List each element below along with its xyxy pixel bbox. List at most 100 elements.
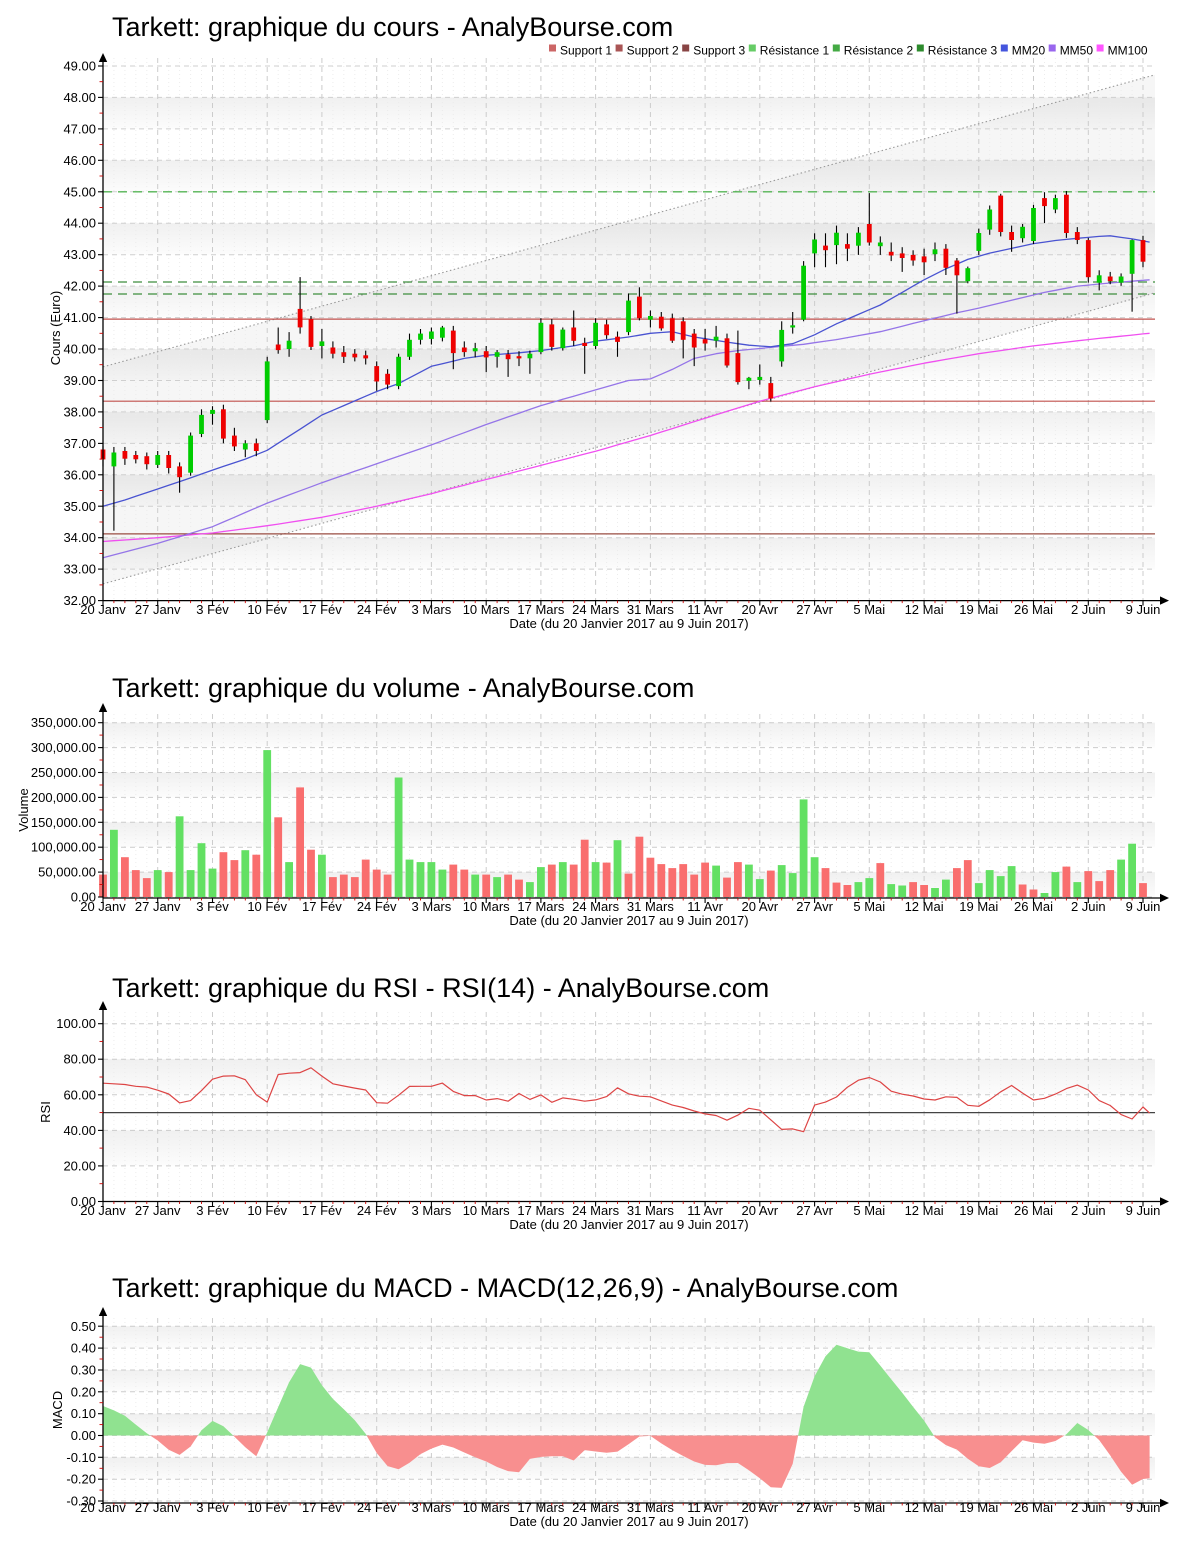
svg-text:26 Mai: 26 Mai	[1014, 899, 1053, 914]
svg-text:20 Janv: 20 Janv	[80, 1203, 126, 1218]
svg-text:Date (du 20 Janvier 2017 au 9: Date (du 20 Janvier 2017 au 9 Juin 2017)	[509, 1217, 748, 1232]
svg-text:31 Mars: 31 Mars	[627, 1203, 674, 1218]
svg-text:11 Avr: 11 Avr	[687, 1203, 723, 1218]
svg-text:17 Mars: 17 Mars	[517, 1500, 564, 1515]
svg-text:-0.30: -0.30	[66, 1494, 96, 1509]
svg-text:50,000.00: 50,000.00	[38, 865, 96, 880]
svg-text:0.10: 0.10	[71, 1406, 96, 1421]
svg-text:31 Mars: 31 Mars	[627, 899, 674, 914]
svg-text:24 Mars: 24 Mars	[572, 1203, 619, 1218]
svg-text:19 Mai: 19 Mai	[959, 899, 998, 914]
svg-text:3 Fév: 3 Fév	[196, 899, 229, 914]
svg-text:150,000.00: 150,000.00	[31, 815, 96, 830]
svg-text:40.00: 40.00	[63, 1123, 96, 1138]
svg-text:24 Fév: 24 Fév	[357, 1500, 397, 1515]
svg-text:45.00: 45.00	[63, 184, 96, 199]
svg-text:20.00: 20.00	[63, 1158, 96, 1173]
svg-text:11 Avr: 11 Avr	[687, 602, 723, 617]
svg-text:0.30: 0.30	[71, 1363, 96, 1378]
svg-text:24 Mars: 24 Mars	[572, 899, 619, 914]
svg-text:9 Juin: 9 Juin	[1126, 1500, 1161, 1515]
svg-text:Date (du 20 Janvier 2017 au 9: Date (du 20 Janvier 2017 au 9 Juin 2017)	[509, 913, 748, 928]
svg-text:27 Janv: 27 Janv	[135, 1500, 181, 1515]
svg-text:34.00: 34.00	[63, 530, 96, 545]
svg-text:2 Juin: 2 Juin	[1071, 1500, 1106, 1515]
svg-text:27 Avr: 27 Avr	[796, 899, 833, 914]
svg-text:39.00: 39.00	[63, 373, 96, 388]
svg-text:12 Mai: 12 Mai	[905, 899, 944, 914]
svg-text:17 Fév: 17 Fév	[302, 1500, 342, 1515]
svg-text:37.00: 37.00	[63, 436, 96, 451]
svg-text:3 Fév: 3 Fév	[196, 1500, 229, 1515]
svg-text:Tarkett: graphique du volume -: Tarkett: graphique du volume - AnalyBour…	[112, 673, 694, 703]
svg-text:38.00: 38.00	[63, 404, 96, 419]
svg-text:20 Janv: 20 Janv	[80, 899, 126, 914]
svg-text:2 Juin: 2 Juin	[1071, 1203, 1106, 1218]
svg-text:5 Mai: 5 Mai	[853, 1203, 885, 1218]
svg-text:-0.20: -0.20	[66, 1472, 96, 1487]
svg-text:32.00: 32.00	[63, 593, 96, 608]
svg-text:300,000.00: 300,000.00	[31, 740, 96, 755]
svg-text:43.00: 43.00	[63, 247, 96, 262]
svg-text:5 Mai: 5 Mai	[853, 899, 885, 914]
svg-text:24 Fév: 24 Fév	[357, 602, 397, 617]
svg-text:31 Mars: 31 Mars	[627, 1500, 674, 1515]
svg-text:3 Mars: 3 Mars	[412, 602, 452, 617]
svg-text:24 Fév: 24 Fév	[357, 1203, 397, 1218]
svg-text:2 Juin: 2 Juin	[1071, 602, 1106, 617]
svg-text:33.00: 33.00	[63, 562, 96, 577]
svg-text:20 Janv: 20 Janv	[80, 602, 126, 617]
svg-text:31 Mars: 31 Mars	[627, 602, 674, 617]
svg-text:Résistance 2: Résistance 2	[844, 44, 914, 58]
svg-text:17 Fév: 17 Fév	[302, 899, 342, 914]
svg-text:5 Mai: 5 Mai	[853, 602, 885, 617]
svg-text:0.00: 0.00	[71, 1194, 96, 1209]
svg-text:17 Mars: 17 Mars	[517, 602, 564, 617]
svg-text:20 Janv: 20 Janv	[80, 1500, 126, 1515]
svg-text:60.00: 60.00	[63, 1087, 96, 1102]
svg-text:80.00: 80.00	[63, 1052, 96, 1067]
svg-text:2 Juin: 2 Juin	[1071, 899, 1106, 914]
svg-text:MM50: MM50	[1060, 44, 1094, 58]
svg-text:20 Avr: 20 Avr	[741, 899, 778, 914]
svg-text:46.00: 46.00	[63, 153, 96, 168]
svg-text:0.50: 0.50	[71, 1319, 96, 1334]
svg-text:20 Avr: 20 Avr	[741, 1203, 778, 1218]
svg-text:27 Avr: 27 Avr	[796, 1203, 833, 1218]
svg-text:42.00: 42.00	[63, 279, 96, 294]
svg-text:26 Mai: 26 Mai	[1014, 1203, 1053, 1218]
svg-text:24 Mars: 24 Mars	[572, 602, 619, 617]
svg-text:11 Avr: 11 Avr	[687, 899, 723, 914]
svg-text:3 Mars: 3 Mars	[412, 899, 452, 914]
svg-text:Cours (Euro): Cours (Euro)	[48, 291, 63, 365]
svg-text:350,000.00: 350,000.00	[31, 715, 96, 730]
svg-text:100,000.00: 100,000.00	[31, 840, 96, 855]
svg-text:19 Mai: 19 Mai	[959, 1203, 998, 1218]
svg-text:0.40: 0.40	[71, 1341, 96, 1356]
svg-text:10 Mars: 10 Mars	[463, 1203, 510, 1218]
svg-text:Tarkett: graphique du MACD - M: Tarkett: graphique du MACD - MACD(12,26,…	[112, 1273, 898, 1303]
svg-text:36.00: 36.00	[63, 467, 96, 482]
svg-text:47.00: 47.00	[63, 121, 96, 136]
svg-text:27 Janv: 27 Janv	[135, 899, 181, 914]
svg-text:Support 2: Support 2	[627, 44, 679, 58]
svg-text:9 Juin: 9 Juin	[1126, 1203, 1161, 1218]
svg-text:0.20: 0.20	[71, 1384, 96, 1399]
svg-text:Support 1: Support 1	[560, 44, 612, 58]
svg-text:10 Fév: 10 Fév	[247, 899, 287, 914]
svg-text:RSI: RSI	[38, 1101, 53, 1123]
svg-text:20 Avr: 20 Avr	[741, 1500, 778, 1515]
svg-text:17 Fév: 17 Fév	[302, 1203, 342, 1218]
svg-text:17 Fév: 17 Fév	[302, 602, 342, 617]
svg-text:10 Fév: 10 Fév	[247, 1203, 287, 1218]
svg-text:MM100: MM100	[1108, 44, 1148, 58]
svg-text:11 Avr: 11 Avr	[687, 1500, 723, 1515]
svg-text:200,000.00: 200,000.00	[31, 790, 96, 805]
svg-text:20 Avr: 20 Avr	[741, 602, 778, 617]
svg-text:3 Mars: 3 Mars	[412, 1500, 452, 1515]
svg-text:3 Fév: 3 Fév	[196, 602, 229, 617]
svg-text:24 Fév: 24 Fév	[357, 899, 397, 914]
svg-text:10 Fév: 10 Fév	[247, 1500, 287, 1515]
svg-text:0.00: 0.00	[71, 890, 96, 905]
svg-text:27 Avr: 27 Avr	[796, 1500, 833, 1515]
